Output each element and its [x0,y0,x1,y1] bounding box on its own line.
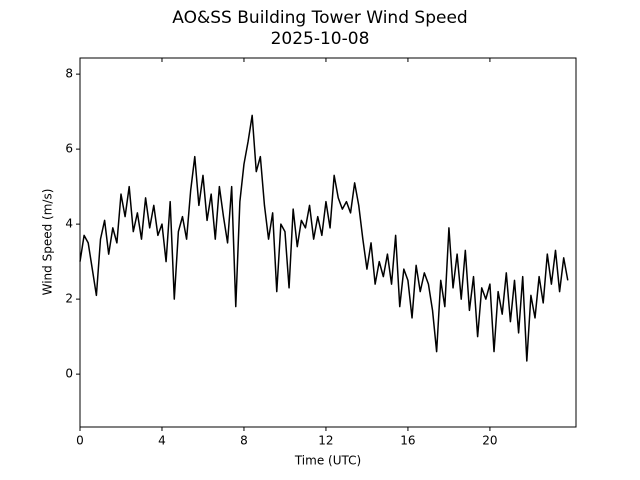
y-tick-label: 0 [65,367,73,381]
y-tick-label: 8 [65,67,73,81]
x-axis-label: Time (UTC) [294,454,361,468]
x-tick-label: 12 [318,434,333,448]
x-tick-label: 20 [482,434,497,448]
y-tick-label: 4 [65,217,73,231]
wind-speed-line [79,114,569,362]
y-tick-label: 2 [65,292,73,306]
y-axis-label: Wind Speed (m/s) [41,189,55,296]
y-tick-label: 6 [65,142,73,156]
plot-frame [79,57,577,428]
x-tick-label: 4 [158,434,166,448]
x-tick-label: 8 [240,434,248,448]
chart-title: AO&SS Building Tower Wind Speed [172,8,467,28]
x-tick-label: 16 [400,434,415,448]
x-tick-label: 0 [76,434,84,448]
chart-subtitle: 2025-10-08 [271,29,370,49]
